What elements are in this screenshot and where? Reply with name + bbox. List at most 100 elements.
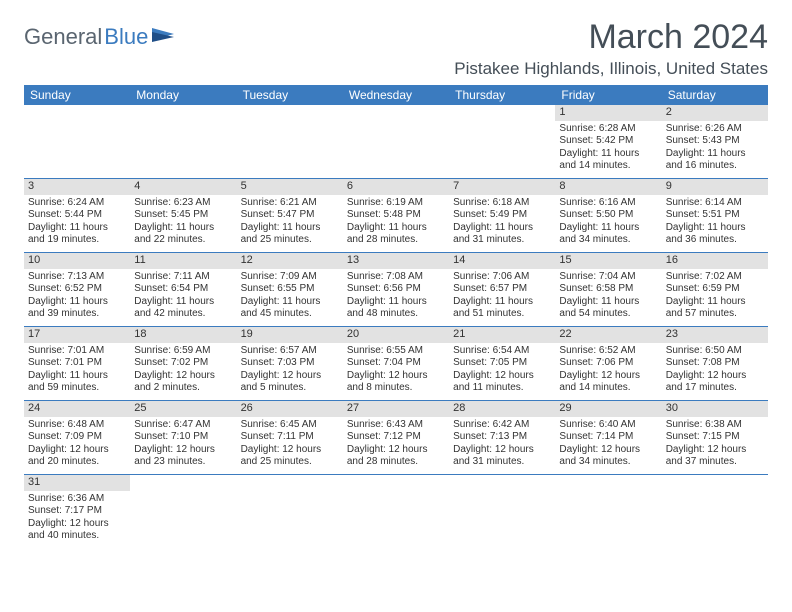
sunset-text: Sunset: 7:13 PM	[453, 431, 551, 444]
daylight-text: Daylight: 12 hours	[134, 370, 232, 383]
calendar-body: 1Sunrise: 6:28 AMSunset: 5:42 PMDaylight…	[24, 105, 768, 549]
daylight-text: Daylight: 12 hours	[134, 444, 232, 457]
sunset-text: Sunset: 7:05 PM	[453, 357, 551, 370]
day-number: 10	[24, 253, 130, 269]
brand-logo: GeneralBlue	[24, 18, 174, 50]
sunrise-text: Sunrise: 7:02 AM	[666, 271, 764, 284]
day-number: 11	[130, 253, 236, 269]
sunrise-text: Sunrise: 6:50 AM	[666, 345, 764, 358]
day-number: 18	[130, 327, 236, 343]
sunrise-text: Sunrise: 6:24 AM	[28, 197, 126, 210]
sunset-text: Sunset: 6:55 PM	[241, 283, 339, 296]
sunset-text: Sunset: 7:08 PM	[666, 357, 764, 370]
day-cell-18: 18Sunrise: 6:59 AMSunset: 7:02 PMDayligh…	[130, 327, 236, 401]
day-number: 23	[662, 327, 768, 343]
day-cell-25: 25Sunrise: 6:47 AMSunset: 7:10 PMDayligh…	[130, 401, 236, 475]
sunset-text: Sunset: 7:11 PM	[241, 431, 339, 444]
daylight-text: and 39 minutes.	[28, 308, 126, 321]
sunset-text: Sunset: 5:50 PM	[559, 209, 657, 222]
daylight-text: Daylight: 12 hours	[347, 370, 445, 383]
daylight-text: Daylight: 11 hours	[28, 296, 126, 309]
day-number: 21	[449, 327, 555, 343]
weekday-sunday: Sunday	[24, 85, 130, 105]
sunrise-text: Sunrise: 6:16 AM	[559, 197, 657, 210]
sunrise-text: Sunrise: 6:14 AM	[666, 197, 764, 210]
day-number: 31	[24, 475, 130, 491]
daylight-text: and 34 minutes.	[559, 456, 657, 469]
brand-general-text: General	[24, 24, 102, 50]
day-cell-1: 1Sunrise: 6:28 AMSunset: 5:42 PMDaylight…	[555, 105, 661, 179]
daylight-text: Daylight: 12 hours	[28, 444, 126, 457]
empty-cell	[237, 105, 343, 179]
day-number: 24	[24, 401, 130, 417]
daylight-text: and 28 minutes.	[347, 456, 445, 469]
daylight-text: Daylight: 12 hours	[347, 444, 445, 457]
empty-cell	[555, 475, 661, 549]
sunrise-text: Sunrise: 6:48 AM	[28, 419, 126, 432]
day-number: 20	[343, 327, 449, 343]
day-cell-2: 2Sunrise: 6:26 AMSunset: 5:43 PMDaylight…	[662, 105, 768, 179]
day-cell-9: 9Sunrise: 6:14 AMSunset: 5:51 PMDaylight…	[662, 179, 768, 253]
sunrise-text: Sunrise: 6:55 AM	[347, 345, 445, 358]
daylight-text: Daylight: 12 hours	[28, 518, 126, 531]
daylight-text: Daylight: 12 hours	[666, 370, 764, 383]
daylight-text: and 17 minutes.	[666, 382, 764, 395]
day-cell-14: 14Sunrise: 7:06 AMSunset: 6:57 PMDayligh…	[449, 253, 555, 327]
day-cell-15: 15Sunrise: 7:04 AMSunset: 6:58 PMDayligh…	[555, 253, 661, 327]
sunset-text: Sunset: 7:04 PM	[347, 357, 445, 370]
daylight-text: and 28 minutes.	[347, 234, 445, 247]
sunset-text: Sunset: 7:02 PM	[134, 357, 232, 370]
sunrise-text: Sunrise: 6:36 AM	[28, 493, 126, 506]
sunrise-text: Sunrise: 6:43 AM	[347, 419, 445, 432]
day-cell-27: 27Sunrise: 6:43 AMSunset: 7:12 PMDayligh…	[343, 401, 449, 475]
daylight-text: Daylight: 11 hours	[241, 296, 339, 309]
sunrise-text: Sunrise: 6:18 AM	[453, 197, 551, 210]
daylight-text: Daylight: 12 hours	[559, 370, 657, 383]
sunset-text: Sunset: 6:54 PM	[134, 283, 232, 296]
daylight-text: Daylight: 11 hours	[666, 222, 764, 235]
sunset-text: Sunset: 7:15 PM	[666, 431, 764, 444]
day-cell-28: 28Sunrise: 6:42 AMSunset: 7:13 PMDayligh…	[449, 401, 555, 475]
day-cell-17: 17Sunrise: 7:01 AMSunset: 7:01 PMDayligh…	[24, 327, 130, 401]
daylight-text: Daylight: 12 hours	[453, 444, 551, 457]
daylight-text: and 31 minutes.	[453, 234, 551, 247]
daylight-text: and 42 minutes.	[134, 308, 232, 321]
sunrise-text: Sunrise: 6:47 AM	[134, 419, 232, 432]
daylight-text: and 37 minutes.	[666, 456, 764, 469]
sunrise-text: Sunrise: 6:40 AM	[559, 419, 657, 432]
daylight-text: and 11 minutes.	[453, 382, 551, 395]
sunrise-text: Sunrise: 6:57 AM	[241, 345, 339, 358]
weekday-tuesday: Tuesday	[237, 85, 343, 105]
sunset-text: Sunset: 5:43 PM	[666, 135, 764, 148]
day-cell-22: 22Sunrise: 6:52 AMSunset: 7:06 PMDayligh…	[555, 327, 661, 401]
daylight-text: and 19 minutes.	[28, 234, 126, 247]
sunset-text: Sunset: 7:17 PM	[28, 505, 126, 518]
sunrise-text: Sunrise: 6:45 AM	[241, 419, 339, 432]
sunset-text: Sunset: 6:52 PM	[28, 283, 126, 296]
title-block: March 2024 Pistakee Highlands, Illinois,…	[454, 18, 768, 79]
day-cell-8: 8Sunrise: 6:16 AMSunset: 5:50 PMDaylight…	[555, 179, 661, 253]
daylight-text: Daylight: 11 hours	[241, 222, 339, 235]
empty-cell	[130, 105, 236, 179]
day-cell-11: 11Sunrise: 7:11 AMSunset: 6:54 PMDayligh…	[130, 253, 236, 327]
day-cell-3: 3Sunrise: 6:24 AMSunset: 5:44 PMDaylight…	[24, 179, 130, 253]
day-cell-23: 23 Sunrise: 6:50 AMSunset: 7:08 PMDayligh…	[662, 327, 768, 401]
day-number: 28	[449, 401, 555, 417]
day-number: 17	[24, 327, 130, 343]
sunset-text: Sunset: 7:01 PM	[28, 357, 126, 370]
sunrise-text: Sunrise: 6:19 AM	[347, 197, 445, 210]
daylight-text: Daylight: 11 hours	[666, 296, 764, 309]
sunrise-text: Sunrise: 7:13 AM	[28, 271, 126, 284]
daylight-text: Daylight: 12 hours	[241, 370, 339, 383]
sunset-text: Sunset: 5:45 PM	[134, 209, 232, 222]
empty-cell	[343, 105, 449, 179]
daylight-text: Daylight: 11 hours	[28, 370, 126, 383]
day-cell-30: 30Sunrise: 6:38 AMSunset: 7:15 PMDayligh…	[662, 401, 768, 475]
day-cell-20: 20 Sunrise: 6:55 AMSunset: 7:04 PMDayligh…	[343, 327, 449, 401]
daylight-text: Daylight: 12 hours	[241, 444, 339, 457]
daylight-text: Daylight: 11 hours	[666, 148, 764, 161]
daylight-text: and 5 minutes.	[241, 382, 339, 395]
day-cell-24: 24Sunrise: 6:48 AMSunset: 7:09 PMDayligh…	[24, 401, 130, 475]
daylight-text: Daylight: 11 hours	[28, 222, 126, 235]
daylight-text: and 20 minutes.	[28, 456, 126, 469]
